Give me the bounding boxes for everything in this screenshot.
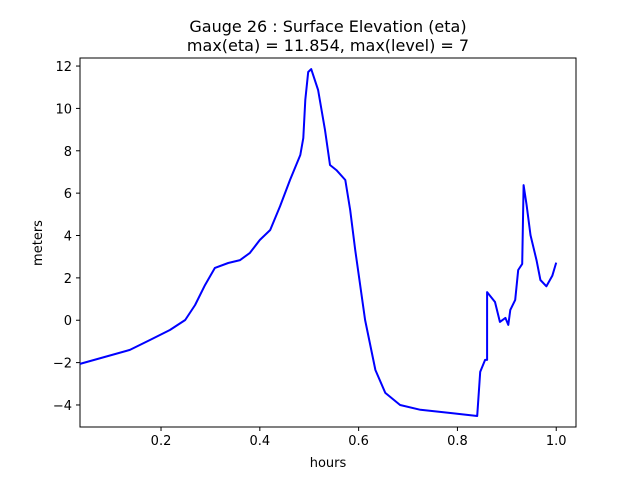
- y-tick-label: −2: [53, 357, 72, 372]
- chart-subtitle: max(eta) = 11.854, max(level) = 7: [187, 36, 469, 55]
- y-tick-label: 4: [64, 230, 72, 245]
- series-line-eta: [79, 68, 558, 417]
- y-axis-label: meters: [31, 220, 46, 266]
- chart-title: Gauge 26 : Surface Elevation (eta): [189, 17, 466, 36]
- y-tick-label: −4: [53, 399, 72, 414]
- y-tick-label: 8: [64, 145, 72, 160]
- x-tick-label: 0.8: [447, 434, 468, 449]
- x-tick-label: 0.4: [249, 434, 270, 449]
- y-tick-label: 0: [64, 314, 72, 329]
- x-tick-label: 0.6: [348, 434, 369, 449]
- y-tick-label: 10: [55, 102, 72, 117]
- y-tick-label: 6: [64, 187, 72, 202]
- plot-area: [79, 57, 577, 428]
- x-axis-label: hours: [310, 456, 347, 471]
- y-tick-label: 2: [64, 272, 72, 287]
- y-tick-label: 12: [55, 60, 72, 75]
- x-tick-label: 0.2: [151, 434, 172, 449]
- x-tick-label: 1.0: [546, 434, 567, 449]
